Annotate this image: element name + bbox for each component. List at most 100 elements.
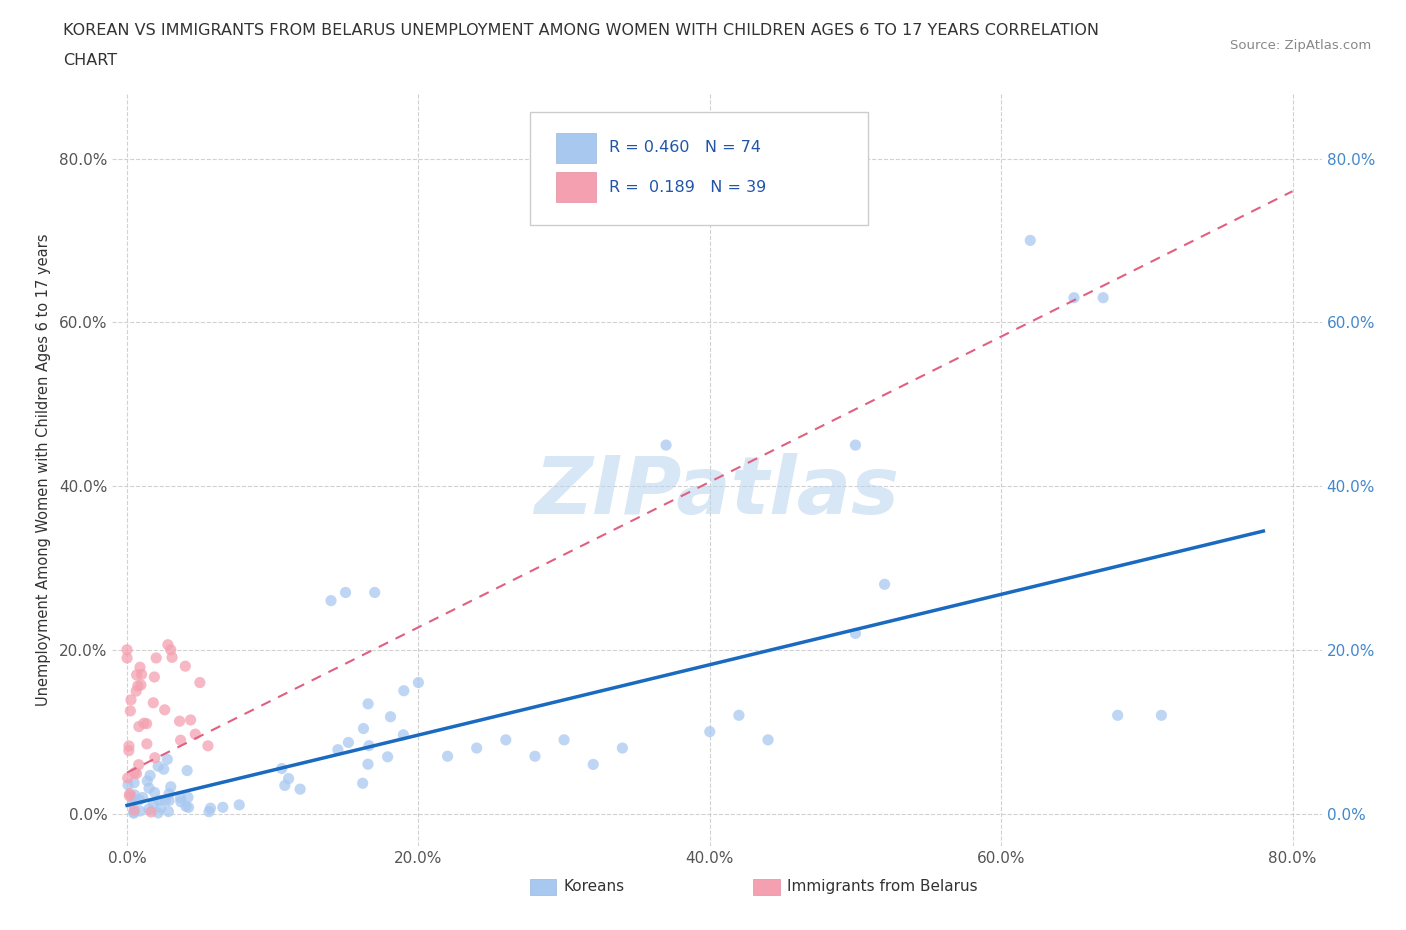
Text: Source: ZipAtlas.com: Source: ZipAtlas.com (1230, 39, 1371, 52)
Point (117, 777, 139, 792)
Text: Immigrants from Belarus: Immigrants from Belarus (787, 880, 977, 895)
Point (436, 749, 458, 764)
Point (122, 804, 145, 819)
Point (136, 774, 159, 789)
Point (125, 766, 148, 781)
Point (155, 792, 177, 807)
Point (143, 751, 166, 765)
Point (274, 778, 297, 793)
Point (200, 801, 222, 816)
Point (553, 733, 575, 748)
Point (188, 675, 211, 690)
Point (270, 761, 292, 776)
Text: KOREAN VS IMMIGRANTS FROM BELARUS UNEMPLOYMENT AMONG WOMEN WITH CHILDREN AGES 6 : KOREAN VS IMMIGRANTS FROM BELARUS UNEMPL… (63, 23, 1099, 38)
Point (353, 721, 375, 736)
Point (319, 593, 342, 608)
Point (146, 759, 169, 774)
Point (128, 792, 150, 807)
Point (118, 738, 141, 753)
Point (177, 800, 200, 815)
Point (228, 797, 250, 812)
Point (177, 790, 200, 804)
Point (139, 768, 162, 783)
Point (142, 796, 165, 811)
Point (174, 658, 197, 673)
FancyBboxPatch shape (754, 879, 780, 896)
Point (117, 770, 139, 785)
Point (1092, 290, 1115, 305)
Point (138, 780, 160, 795)
Point (357, 738, 380, 753)
Point (156, 752, 179, 767)
Point (352, 776, 374, 790)
FancyBboxPatch shape (530, 879, 557, 896)
Y-axis label: Unemployment Among Women with Children Ages 6 to 17 years: Unemployment Among Women with Children A… (35, 233, 51, 706)
Point (121, 796, 143, 811)
Point (523, 749, 546, 764)
Point (1107, 708, 1129, 723)
Point (139, 804, 162, 819)
Point (728, 708, 751, 723)
Point (129, 677, 152, 692)
Point (127, 679, 149, 694)
Point (699, 724, 721, 739)
Point (180, 712, 202, 727)
Point (408, 675, 430, 690)
Point (135, 716, 157, 731)
Point (1019, 232, 1042, 247)
Text: ZIPatlas: ZIPatlas (534, 453, 900, 531)
Point (115, 651, 138, 666)
Point (288, 782, 311, 797)
FancyBboxPatch shape (557, 133, 596, 163)
Point (495, 733, 517, 748)
Text: R =  0.189   N = 39: R = 0.189 N = 39 (609, 179, 766, 194)
Point (326, 742, 349, 757)
Text: Koreans: Koreans (564, 880, 624, 895)
Point (121, 790, 143, 804)
Point (392, 684, 415, 698)
Point (143, 785, 166, 800)
Point (756, 733, 779, 748)
Point (157, 793, 180, 808)
Point (132, 716, 155, 731)
Point (170, 794, 193, 809)
Point (844, 438, 866, 453)
Point (335, 585, 357, 600)
Point (174, 799, 197, 814)
Point (148, 792, 170, 807)
Point (122, 805, 145, 820)
Point (159, 643, 181, 658)
Point (169, 733, 191, 748)
Point (120, 703, 142, 718)
Point (129, 804, 152, 818)
Point (169, 713, 191, 728)
Point (128, 719, 150, 734)
Point (655, 438, 678, 453)
Point (138, 802, 160, 817)
Point (357, 757, 380, 772)
Point (157, 786, 180, 801)
Point (277, 771, 299, 786)
Point (129, 659, 152, 674)
Point (357, 697, 380, 711)
Point (143, 670, 166, 684)
Point (377, 750, 399, 764)
Point (128, 757, 150, 772)
FancyBboxPatch shape (530, 112, 868, 225)
Point (131, 667, 153, 682)
Point (135, 737, 157, 751)
Point (873, 577, 896, 591)
Point (169, 790, 191, 805)
Point (844, 626, 866, 641)
Point (124, 765, 146, 780)
Point (465, 740, 488, 755)
Point (120, 693, 142, 708)
Point (337, 735, 360, 750)
Point (152, 762, 174, 777)
Point (159, 779, 181, 794)
Point (118, 789, 141, 804)
Point (380, 710, 402, 724)
Point (153, 702, 176, 717)
Point (364, 585, 387, 600)
Point (115, 643, 138, 658)
